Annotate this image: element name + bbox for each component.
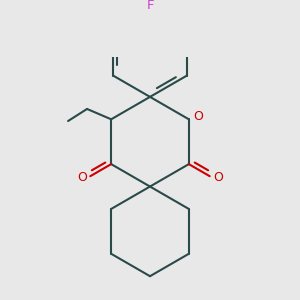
Text: O: O (213, 171, 223, 184)
Text: O: O (77, 171, 87, 184)
Text: O: O (193, 110, 203, 123)
Text: F: F (146, 0, 154, 12)
